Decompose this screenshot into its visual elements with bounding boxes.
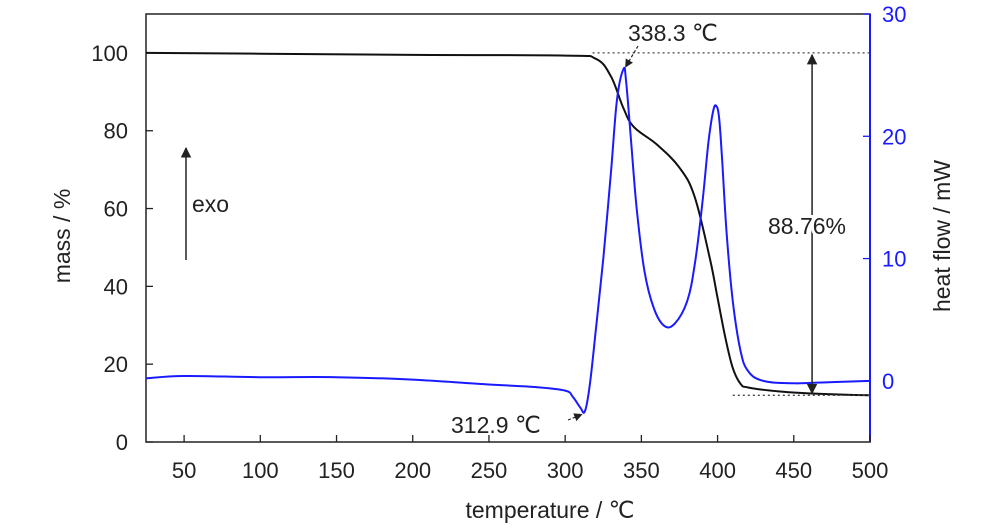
left-y-tick-label: 80 — [104, 119, 128, 144]
x-tick-label: 450 — [775, 458, 812, 483]
heat-flow-series-line — [145, 66, 871, 414]
left-y-tick-label: 20 — [104, 352, 128, 377]
right-y-tick-label: 10 — [882, 247, 906, 272]
onset-temperature-label: 312.9 ℃ — [451, 412, 541, 438]
exo-label: exo — [192, 191, 229, 217]
mass-loss-label: 88.76% — [768, 213, 846, 239]
x-tick-label: 100 — [242, 458, 279, 483]
left-y-axis-title: mass / % — [49, 189, 75, 284]
x-tick-label: 50 — [172, 458, 196, 483]
mass-series-line — [145, 51, 871, 397]
x-tick-label: 300 — [547, 458, 584, 483]
x-tick-label: 350 — [623, 458, 660, 483]
x-tick-label: 250 — [471, 458, 508, 483]
onset-pointer-arrow — [567, 413, 583, 422]
left-y-tick-label: 60 — [104, 197, 128, 222]
left-y-tick-label: 0 — [116, 430, 128, 455]
right-y-tick-label: 0 — [882, 369, 894, 394]
right-y-tick-label: 20 — [882, 124, 906, 149]
x-tick-label: 500 — [852, 458, 889, 483]
peak-temperature-label: 338.3 ℃ — [628, 20, 718, 46]
right-y-axis-ticks: 0 10 20 30 — [863, 2, 906, 394]
right-y-tick-label: 30 — [882, 2, 906, 27]
left-y-tick-label: 40 — [104, 274, 128, 299]
x-axis-title: temperature / ℃ — [465, 497, 634, 523]
left-y-tick-label: 100 — [91, 41, 128, 66]
peak-pointer-arrow — [625, 45, 639, 68]
x-tick-label: 400 — [699, 458, 736, 483]
x-tick-label: 200 — [394, 458, 431, 483]
x-tick-label: 150 — [318, 458, 355, 483]
left-y-axis-ticks: 0 20 40 60 80 100 — [91, 41, 153, 455]
right-y-axis-title: heat flow / mW — [929, 160, 955, 312]
x-axis-ticks: 50 100 150 200 250 300 350 400 450 500 — [172, 435, 888, 483]
